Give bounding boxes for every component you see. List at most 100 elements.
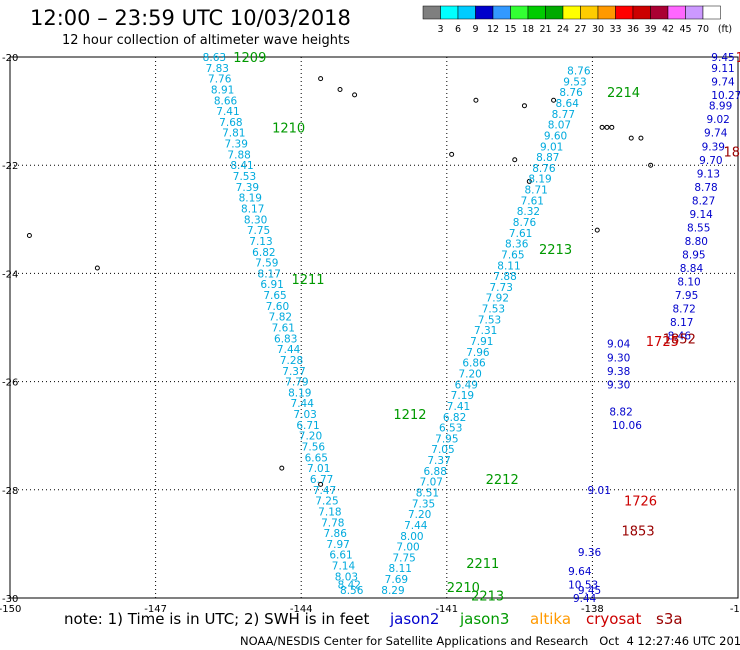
- wave-height-value: 7.75: [392, 552, 415, 564]
- wave-height-value: 7.44: [277, 344, 301, 356]
- wave-height-value: 7.92: [486, 293, 509, 305]
- wave-height-value: 7.14: [332, 561, 356, 573]
- wave-height-value: 7.47: [313, 485, 336, 497]
- wave-height-value: 9.60: [544, 130, 567, 142]
- track-time-label: 1212: [393, 408, 426, 423]
- wave-height-value: 7.25: [315, 496, 338, 508]
- wave-height-value: 8.11: [389, 563, 412, 575]
- wave-height-value: 7.95: [435, 433, 458, 445]
- wave-height-value: 7.83: [206, 63, 229, 75]
- track-time-label: 2213: [539, 243, 572, 258]
- wave-height-value: 8.78: [694, 182, 717, 194]
- track-time-label: 2213: [471, 589, 504, 604]
- wave-height-value: 7.69: [385, 574, 408, 586]
- credit-line: NOAA/NESDIS Center for Satellite Applica…: [240, 634, 740, 648]
- wave-height-value: 7.28: [280, 355, 303, 367]
- wave-height-value: 7.95: [675, 290, 698, 302]
- wave-height-value: 9.53: [563, 76, 586, 88]
- wave-height-value: 8.36: [505, 239, 529, 251]
- wave-height-value: 7.39: [236, 182, 259, 194]
- plot-frame: [9, 56, 739, 599]
- wave-height-value: 7.97: [326, 539, 349, 551]
- wave-height-value: 9.02: [706, 114, 729, 126]
- wave-height-value: 9.45: [578, 585, 601, 597]
- wave-height-value: 6.82: [443, 412, 466, 424]
- y-tick-label: -30: [2, 594, 18, 605]
- island-marker: [551, 97, 557, 103]
- island-marker: [628, 135, 634, 141]
- legend-s3a: s3a: [656, 610, 683, 628]
- wave-height-value: 9.74: [711, 76, 735, 88]
- wave-height-value: 8.03: [335, 571, 358, 583]
- wave-height-value: 8.63: [203, 52, 226, 64]
- track-time-label: 2212: [486, 473, 519, 488]
- wave-height-value: 8.11: [497, 260, 520, 272]
- island-marker: [512, 157, 518, 163]
- x-tick-label: -13: [730, 604, 740, 615]
- wave-height-value: 9.30: [607, 379, 630, 391]
- wave-height-value: 8.07: [548, 120, 571, 132]
- wave-height-value: 9.30: [607, 352, 630, 364]
- x-tick-label: -141: [435, 604, 458, 615]
- legend-tick-label: 36: [627, 24, 639, 35]
- island-marker: [526, 178, 532, 184]
- wave-height-value: 7.37: [282, 366, 305, 378]
- island-marker: [318, 481, 324, 487]
- track-time-label: 1210: [272, 121, 305, 136]
- wave-height-value: 7.81: [222, 128, 245, 140]
- wave-height-value: 9.13: [697, 168, 720, 180]
- wave-height-value: 8.66: [214, 95, 238, 107]
- legend-tick-label: 39: [644, 24, 656, 35]
- island-marker: [337, 86, 343, 92]
- island-marker: [26, 233, 32, 239]
- wave-height-value: 8.84: [680, 263, 704, 275]
- wave-height-value: 10.06: [612, 420, 642, 432]
- legend-jason3: jason3: [460, 610, 510, 628]
- wave-height-value: 7.61: [272, 323, 295, 335]
- legend-altika: altika: [530, 610, 572, 628]
- island-marker: [279, 465, 285, 471]
- color-legend: 3 6 9 12 15 18 21 24 27 30 33 36 39 42 45 70 (ft): [422, 5, 738, 39]
- wave-height-value: 8.82: [609, 406, 632, 418]
- wave-height-value: 7.59: [255, 258, 278, 270]
- wave-height-value: 6.86: [462, 358, 486, 370]
- wave-height-value: 9.14: [689, 209, 713, 221]
- x-tick-label: -144: [290, 604, 313, 615]
- legend-tick-label: 24: [557, 24, 569, 35]
- wave-height-value: 7.05: [431, 444, 454, 456]
- island-marker: [648, 162, 654, 168]
- wave-height-value: 8.00: [400, 531, 423, 543]
- legend-unit-label: (ft): [718, 24, 732, 35]
- x-tick-label: -138: [581, 604, 604, 615]
- legend-tick-label: 18: [522, 24, 534, 35]
- x-tick-label: -147: [144, 604, 167, 615]
- wave-height-value: 8.99: [709, 101, 732, 113]
- wave-height-value: 9.11: [711, 63, 734, 75]
- wave-height-value: 8.19: [288, 387, 311, 399]
- wave-height-value: 9.44: [573, 593, 597, 605]
- legend-tick-label: 70: [697, 24, 709, 35]
- wave-height-value: 7.61: [509, 228, 532, 240]
- wave-height-value: 7.53: [478, 314, 501, 326]
- wave-height-value: 7.56: [302, 442, 326, 454]
- wave-height-value: 10.53: [568, 579, 598, 591]
- wave-height-value: 9.64: [568, 566, 592, 578]
- note-text: note: 1) Time is in UTC; 2) SWH is in fe…: [64, 610, 370, 628]
- wave-height-value: 6.82: [252, 247, 275, 259]
- wave-height-value: 7.88: [493, 271, 516, 283]
- wave-height-value: 7.13: [249, 236, 272, 248]
- legend-jason2: jason2: [390, 610, 440, 628]
- track-time-label: 1211: [291, 273, 324, 288]
- wave-height-value: 7.78: [321, 517, 344, 529]
- wave-height-value: 8.91: [211, 84, 234, 96]
- wave-height-value: 9.74: [704, 128, 728, 140]
- island-marker: [94, 265, 100, 271]
- wave-height-value: 7.20: [458, 368, 481, 380]
- wave-height-value: 7.91: [470, 336, 493, 348]
- island-marker: [609, 124, 615, 130]
- wave-height-value: 7.20: [299, 431, 322, 443]
- wave-height-value: 8.77: [552, 109, 575, 121]
- wave-height-value: 6.88: [424, 466, 447, 478]
- track-time-label: 1726: [624, 495, 657, 510]
- y-tick-label: -22: [2, 161, 18, 172]
